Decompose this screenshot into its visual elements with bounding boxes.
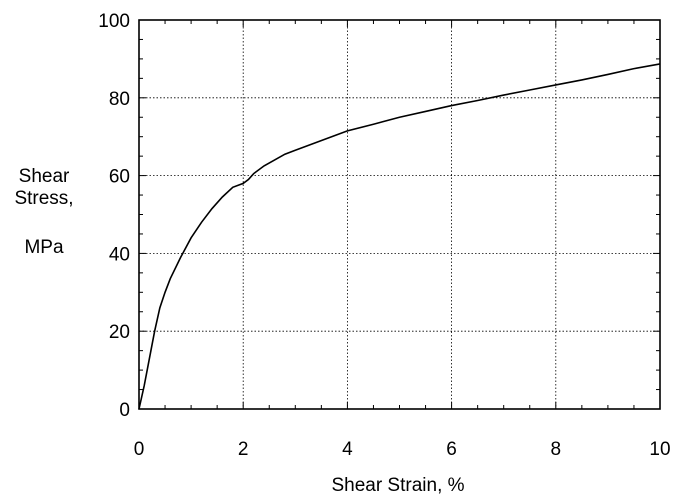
y-tick-label: 80: [109, 89, 130, 110]
x-tick-label: 8: [551, 439, 562, 460]
series-line: [138, 63, 661, 410]
x-tick-label: 4: [342, 439, 353, 460]
y-tick-label: 20: [109, 322, 130, 343]
x-tick-label: 2: [238, 439, 249, 460]
y-axis-title-line-3: MPa: [24, 237, 64, 258]
x-tick-label: 10: [649, 439, 670, 460]
x-tick-labels: 0 2 4 6 8 10: [134, 439, 671, 460]
y-tick-label: 100: [98, 11, 130, 32]
x-tick-label: 0: [134, 439, 145, 460]
grid-lines: [139, 20, 660, 409]
plot-frame: [138, 19, 661, 410]
x-tick-label: 6: [446, 439, 457, 460]
x-axis-title: Shear Strain, %: [331, 475, 464, 496]
y-tick-label: 40: [109, 244, 130, 265]
y-tick-label: 60: [109, 167, 130, 188]
y-tick-labels: 0 20 40 60 80 100: [98, 11, 130, 421]
y-axis-title-line-1: Shear: [19, 166, 70, 187]
y-axis-title-line-2: Stress,: [14, 188, 73, 209]
minor-ticks: [138, 19, 661, 410]
y-tick-label: 0: [119, 400, 130, 421]
